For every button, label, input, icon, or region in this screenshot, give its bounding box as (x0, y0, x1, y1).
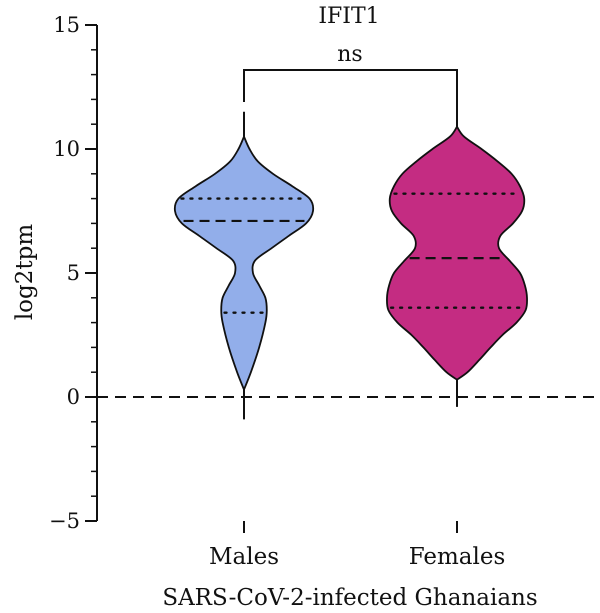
x-category-label: Males (209, 544, 279, 570)
significance-label: ns (337, 42, 362, 67)
x-category-label: Females (409, 544, 506, 570)
chart-title: IFIT1 (318, 4, 379, 29)
y-tick-label: −5 (49, 509, 80, 533)
violin-males (173, 111, 315, 420)
violin-body (173, 134, 315, 392)
x-axis-title: SARS-CoV-2-infected Ghanaians (162, 585, 537, 611)
y-tick-label: 10 (53, 137, 80, 161)
y-axis-title: log2tpm (12, 224, 38, 321)
annotations: IFIT1 ns log2tpm SARS-CoV-2-infected Gha… (12, 4, 538, 611)
violins (173, 99, 528, 420)
significance-bracket (243, 69, 458, 102)
y-tick-label: 5 (67, 261, 80, 285)
violin-body (386, 125, 528, 381)
y-tick-label: 0 (67, 385, 80, 409)
y-tick-label: 15 (53, 13, 80, 37)
y-axis: −5 0 5 10 15 Males Females (49, 13, 596, 570)
violin-females (386, 99, 528, 407)
